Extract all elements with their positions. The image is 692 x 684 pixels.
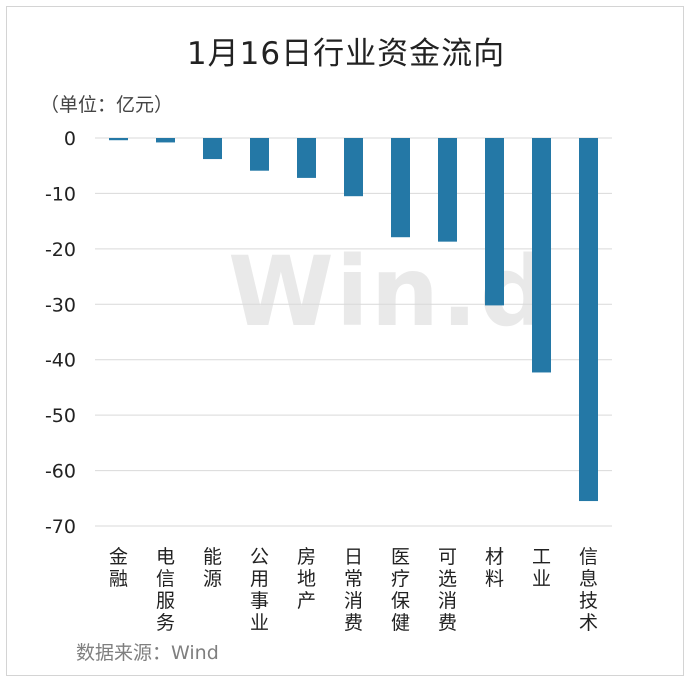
- y-tick-label: -10: [45, 183, 76, 205]
- x-tick-label: 产: [297, 590, 316, 612]
- x-tick-label: 消: [344, 590, 363, 612]
- x-tick-label: 料: [485, 568, 504, 590]
- x-tick-label: 电: [156, 546, 175, 568]
- x-tick-label: 用: [250, 568, 269, 590]
- x-tick-label: 信: [156, 568, 175, 590]
- x-tick-label: 选: [438, 568, 457, 590]
- bar: [109, 138, 128, 141]
- x-tick-label: 源: [203, 568, 222, 590]
- x-tick-label: 金: [109, 546, 128, 568]
- x-tick-label: 医: [391, 546, 410, 568]
- x-tick-label: 术: [579, 612, 598, 634]
- chart-title: 1月16日行业资金流向: [186, 36, 506, 72]
- x-tick-label: 费: [438, 612, 457, 634]
- y-tick-label: -70: [45, 516, 76, 538]
- bar: [203, 138, 222, 160]
- bar: [297, 138, 316, 178]
- x-tick-label: 信: [579, 546, 598, 568]
- x-tick-label: 费: [344, 612, 363, 634]
- x-tick-label: 业: [250, 612, 269, 634]
- bar: [391, 138, 410, 238]
- x-tick-label: 融: [109, 568, 128, 590]
- x-tick-label: 能: [203, 546, 222, 568]
- x-tick-label: 务: [156, 612, 175, 634]
- x-tick-label: 保: [391, 590, 410, 612]
- bar: [344, 138, 363, 197]
- x-tick-label: 可: [438, 546, 457, 568]
- x-tick-label: 常: [344, 568, 363, 590]
- x-tick-label: 日: [344, 546, 363, 568]
- x-tick-label: 材: [485, 546, 504, 568]
- y-tick-label: -60: [45, 461, 76, 483]
- bar: [438, 138, 457, 242]
- bar: [156, 138, 175, 143]
- chart-frame: [6, 6, 684, 676]
- y-tick-label: -50: [45, 405, 76, 427]
- unit-label: （单位：亿元）: [40, 94, 174, 116]
- x-tick-label: 服: [156, 590, 175, 612]
- x-tick-label: 疗: [391, 568, 410, 590]
- bar: [485, 138, 504, 306]
- x-tick-label: 技: [579, 590, 598, 612]
- bar: [579, 138, 598, 502]
- x-tick-label: 工: [532, 546, 551, 568]
- y-tick-label: 0: [64, 128, 76, 150]
- x-tick-label: 业: [532, 568, 551, 590]
- x-tick-label: 消: [438, 590, 457, 612]
- source-note: 数据来源：Wind: [76, 642, 219, 664]
- x-tick-label: 房: [297, 546, 316, 568]
- y-tick-label: -40: [45, 350, 76, 372]
- x-tick-label: 息: [579, 568, 598, 590]
- bar: [250, 138, 269, 171]
- x-tick-label: 事: [250, 590, 269, 612]
- bar: [532, 138, 551, 373]
- x-tick-label: 地: [297, 568, 316, 590]
- x-tick-label: 健: [391, 612, 410, 634]
- y-tick-label: -20: [45, 239, 76, 261]
- y-tick-label: -30: [45, 294, 76, 316]
- x-tick-label: 公: [250, 546, 269, 568]
